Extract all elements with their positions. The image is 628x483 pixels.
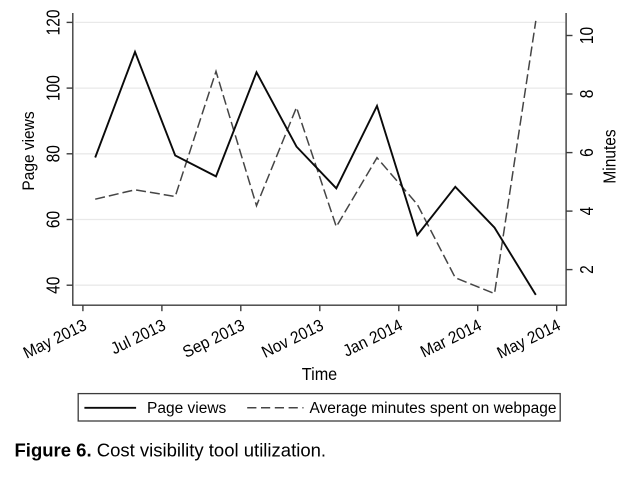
svg-text:2: 2 — [577, 265, 597, 274]
svg-text:Page views: Page views — [147, 400, 227, 417]
svg-text:120: 120 — [43, 9, 63, 35]
svg-text:Figure 6. Cost visibility tool: Figure 6. Cost visibility tool utilizati… — [15, 440, 327, 461]
svg-text:4: 4 — [577, 207, 597, 216]
svg-text:6: 6 — [577, 148, 597, 157]
svg-text:10: 10 — [577, 27, 597, 44]
svg-text:80: 80 — [43, 145, 63, 162]
svg-text:Average minutes spent on webpa: Average minutes spent on webpage — [310, 400, 557, 417]
svg-text:60: 60 — [43, 211, 63, 228]
svg-text:Minutes: Minutes — [601, 129, 620, 183]
svg-text:8: 8 — [577, 90, 597, 99]
svg-text:40: 40 — [43, 277, 63, 294]
svg-text:Time: Time — [302, 364, 337, 384]
svg-text:Page views: Page views — [19, 111, 38, 190]
svg-text:100: 100 — [43, 75, 63, 101]
